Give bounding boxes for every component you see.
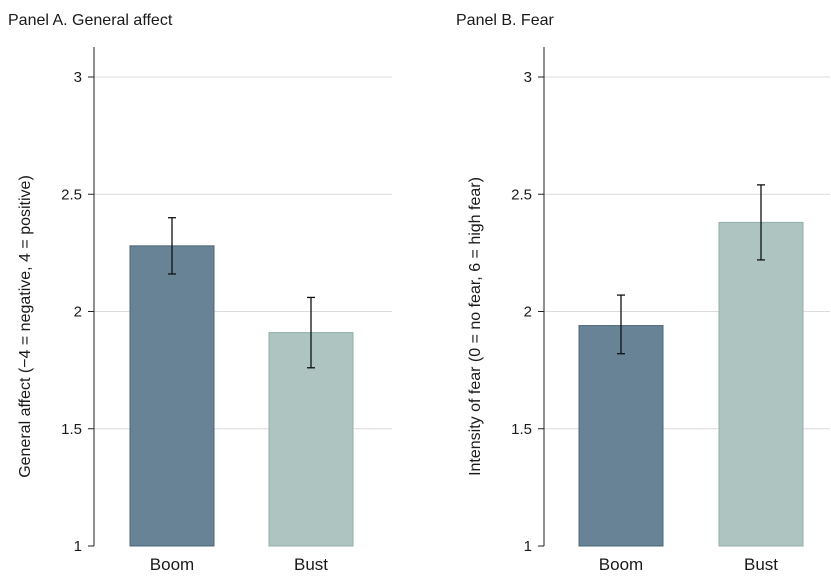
y-axis-label: General affect (−4 = negative, 4 = posit… [17, 175, 34, 478]
error-bar-bust [757, 184, 765, 261]
x-tick-label: Bust [294, 555, 328, 574]
y-tick-label: 1 [524, 538, 532, 555]
chart-title: Panel A. General affect [8, 12, 173, 29]
y-tick-label: 3 [524, 69, 532, 86]
bar-boom [578, 325, 664, 547]
panel-a: Panel A. General affect 1 1.5 2 2.5 3 Boom Bust… [8, 12, 392, 574]
y-tick-label: 2.5 [511, 186, 532, 203]
error-bar-boom [617, 294, 625, 355]
y-tick-label: 2 [524, 304, 532, 321]
y-tick-label: 1 [74, 538, 82, 555]
y-tick-label: 2.5 [61, 186, 82, 203]
error-bar-boom [168, 217, 176, 275]
bar-boom [129, 245, 215, 547]
bar-bust [718, 221, 804, 547]
chart-title: Panel B. Fear [456, 12, 555, 29]
y-tick-label: 3 [74, 69, 82, 86]
y-axis-label: Intensity of fear (0 = no fear, 6 = high… [467, 177, 484, 476]
x-tick-label: Boom [150, 555, 194, 574]
y-tick-label: 1.5 [61, 421, 82, 438]
error-bar-bust [307, 296, 315, 369]
panel-b: Panel B. Fear 1 1.5 2 2.5 3 Boom Bust Intensity … [456, 12, 830, 574]
x-tick-label: Boom [599, 555, 643, 574]
x-tick-label: Bust [744, 555, 778, 574]
y-tick-label: 2 [74, 304, 82, 321]
y-tick-label: 1.5 [511, 421, 532, 438]
